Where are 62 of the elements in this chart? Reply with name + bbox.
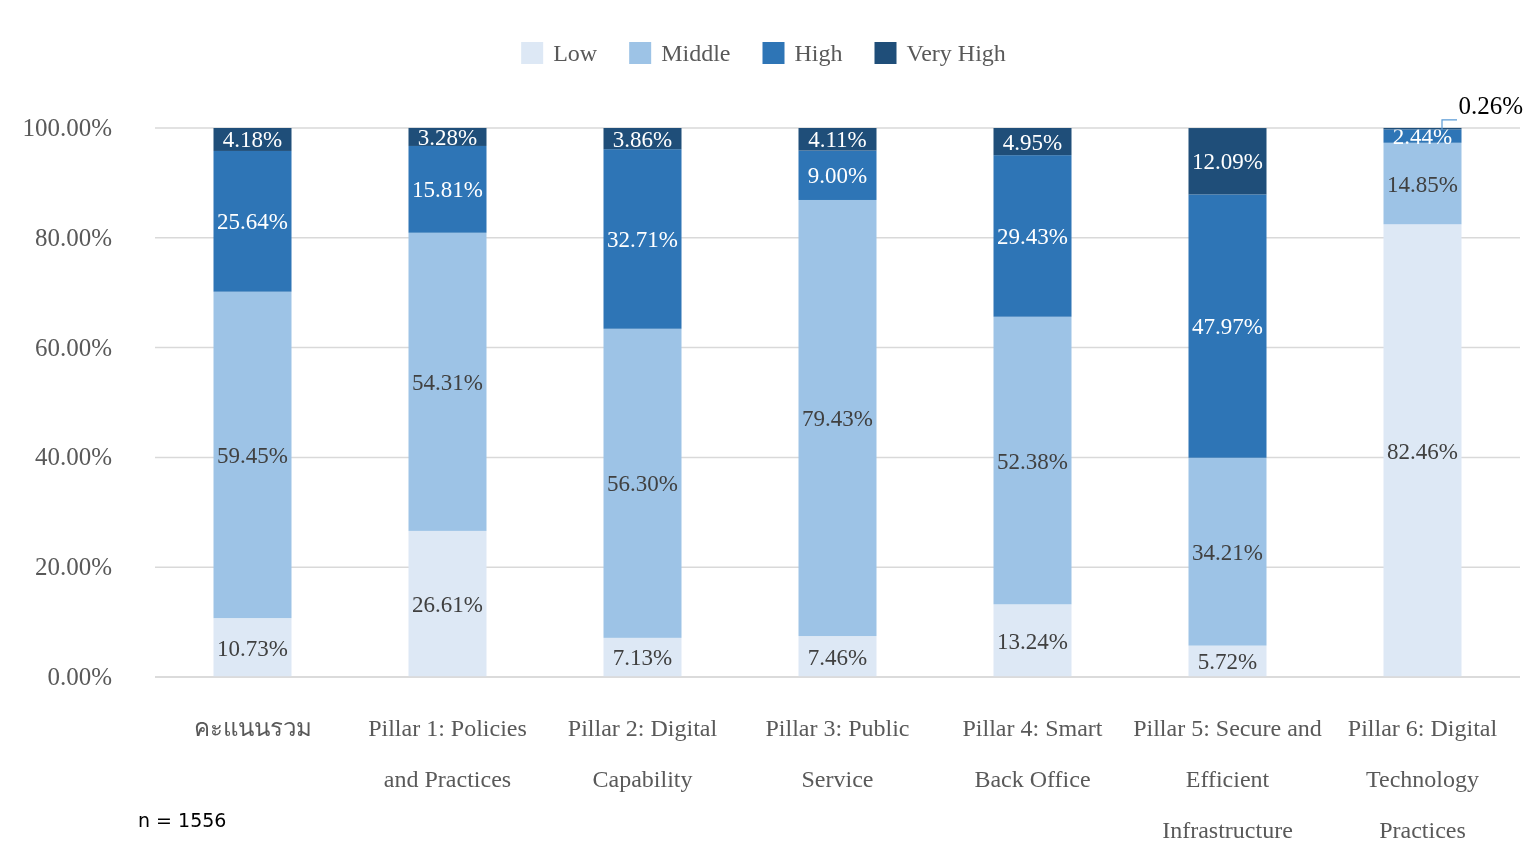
bar (1188, 128, 1267, 195)
y-tick-label: 40.00% (34, 443, 112, 471)
data-label: 15.81% (412, 177, 483, 203)
y-tick-label: 60.00% (34, 333, 112, 361)
y-tick-label: 100.00% (22, 114, 112, 141)
x-tick-label: Pillar 6: Digital Technology Practices (1347, 715, 1498, 843)
bar (993, 316, 1072, 605)
legend-label: Very High (906, 40, 1006, 66)
legend-label: Middle (661, 40, 731, 66)
x-tick-label: Pillar 4: Smart Back Office (962, 715, 1103, 792)
bar (798, 199, 877, 637)
data-label: 34.21% (1192, 539, 1263, 565)
data-label: 54.31% (412, 369, 483, 395)
data-label: 4.11% (808, 127, 867, 153)
data-label: 29.43% (997, 223, 1068, 249)
bar (213, 291, 292, 619)
bar (408, 530, 487, 677)
data-label: 56.30% (607, 471, 678, 497)
data-label: 4.95% (1002, 129, 1063, 155)
y-tick-label: 80.00% (34, 223, 112, 251)
bar (408, 145, 487, 233)
bar (1383, 142, 1462, 225)
x-tick-label: คะแนนรวม (193, 715, 312, 741)
data-label: 3.28% (417, 124, 478, 150)
x-tick-label: Pillar 1: Policies and Practices (368, 715, 527, 792)
bar (993, 155, 1072, 317)
data-label: 7.13% (612, 645, 673, 671)
y-tick-label: 20.00% (34, 553, 112, 581)
x-tick-label: Pillar 2: Digital Capability (567, 715, 718, 792)
bar (213, 150, 292, 292)
data-label: 59.45% (217, 442, 288, 468)
data-label: 52.38% (997, 448, 1068, 474)
data-label: 2.44% (1392, 124, 1453, 150)
data-label: 79.43% (802, 406, 873, 432)
data-label: 32.71% (607, 226, 678, 252)
data-label: 9.00% (807, 163, 868, 189)
data-label: 82.46% (1387, 438, 1458, 464)
bar (1188, 194, 1267, 458)
bar (603, 149, 682, 329)
x-tick-label: Pillar 5: Secure and Efficient Infrastructure (1133, 715, 1322, 843)
legend-label: High (794, 40, 843, 66)
bar (1383, 224, 1462, 677)
x-tick-label: Pillar 3: Public Service (765, 715, 910, 792)
data-label: 13.24% (997, 628, 1068, 654)
data-label: 7.46% (807, 644, 868, 670)
data-label: 0.26% (1458, 91, 1523, 119)
bar (993, 604, 1072, 677)
bar (1188, 457, 1267, 646)
bar (408, 232, 487, 531)
data-label: 5.72% (1197, 649, 1258, 675)
data-label: 12.09% (1192, 149, 1263, 175)
data-label: 10.73% (217, 635, 288, 661)
y-tick-label: 0.00% (47, 663, 112, 690)
text: n = 1556 (138, 809, 227, 831)
data-label: 26.61% (412, 591, 483, 617)
legend-label: Low (553, 40, 598, 66)
data-label: 47.97% (1192, 314, 1263, 340)
data-label: 4.18% (222, 127, 283, 153)
bar (603, 328, 682, 638)
data-label: 3.86% (612, 126, 673, 152)
data-label: 14.85% (1387, 171, 1458, 197)
data-label: 25.64% (217, 209, 288, 235)
